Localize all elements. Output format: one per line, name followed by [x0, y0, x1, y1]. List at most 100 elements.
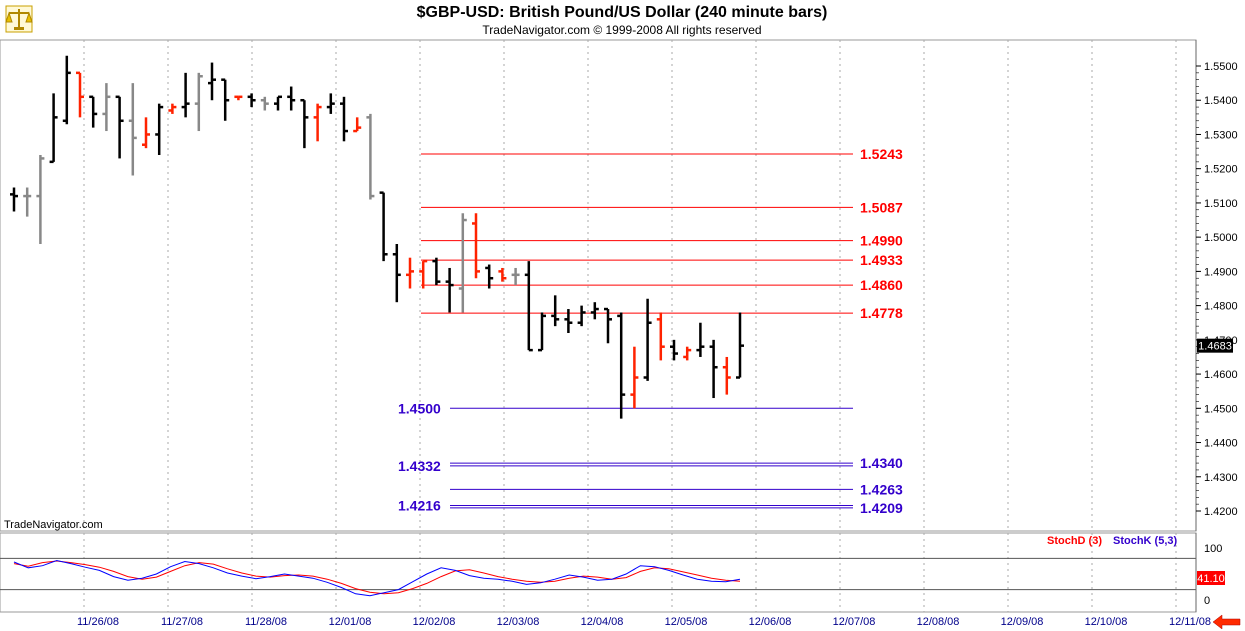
- ohlc-bar: [524, 261, 533, 352]
- chart-subtitle: TradeNavigator.com © 1999-2008 All right…: [482, 23, 761, 37]
- stochastic-axis: 100 0: [1195, 533, 1222, 612]
- ohlc-bar: [656, 312, 665, 361]
- ohlc-bar: [221, 78, 230, 121]
- stoch-tick-label: 0: [1204, 595, 1210, 607]
- stoch-tick-label: 100: [1204, 543, 1222, 555]
- ohlc-bar: [577, 305, 586, 327]
- ohlc-bar: [300, 98, 309, 149]
- x-tick-label: 12/02/08: [413, 616, 456, 628]
- x-tick-label: 11/28/08: [245, 616, 287, 628]
- ohlc-bar: [630, 346, 639, 409]
- y-tick-label: 1.4400: [1204, 438, 1238, 450]
- y-tick-label: 1.4200: [1204, 506, 1238, 518]
- x-tick-label: 11/27/08: [161, 616, 203, 628]
- ohlc-bar: [458, 213, 467, 313]
- svg-text:1.4683: 1.4683: [1198, 341, 1232, 353]
- ohlc-bar: [247, 93, 256, 108]
- x-tick-label: 12/04/08: [581, 616, 624, 628]
- y-tick-label: 1.5500: [1204, 61, 1238, 73]
- ohlc-bar: [709, 339, 718, 399]
- ohlc-bar: [736, 312, 744, 379]
- y-tick-label: 1.4600: [1204, 369, 1238, 381]
- ohlc-bar: [326, 93, 335, 114]
- ohlc-bar: [128, 83, 137, 176]
- stochastic-panel: [0, 532, 1197, 613]
- x-tick-label: 12/06/08: [749, 616, 792, 628]
- ohlc-bar: [472, 213, 480, 279]
- stoch-series-line: [13, 559, 741, 597]
- ohlc-bar: [340, 96, 348, 142]
- ohlc-bar: [142, 117, 150, 149]
- ohlc-bar: [62, 55, 71, 125]
- stoch-last-tag: 41.10: [1197, 571, 1225, 585]
- ohlc-bar: [696, 322, 705, 357]
- ohlc-bar: [194, 72, 203, 132]
- y-tick-label: 1.5100: [1204, 198, 1238, 210]
- legend-stochd: StochD (3): [1047, 535, 1102, 547]
- ohlc-bar: [485, 264, 494, 289]
- y-tick-label: 1.4500: [1204, 403, 1238, 415]
- x-tick-label: 11/26/08: [77, 616, 119, 628]
- ohlc-bar: [498, 267, 507, 282]
- x-tick-label: 12/10/08: [1085, 616, 1128, 628]
- ohlc-bar: [590, 302, 599, 320]
- level-label: 1.4778: [860, 305, 903, 321]
- x-tick-label: 12/01/08: [329, 616, 372, 628]
- ohlc-bar: [36, 155, 45, 244]
- level-label: 1.4500: [398, 400, 441, 416]
- level-label: 1.4340: [860, 455, 903, 471]
- ohlc-bar: [260, 96, 269, 111]
- ohlc-bar: [604, 307, 612, 344]
- y-tick-label: 1.5200: [1204, 164, 1238, 176]
- ohlc-bar: [551, 295, 560, 327]
- left-arrow-icon[interactable]: [1212, 614, 1241, 630]
- stochastic-lines: [13, 559, 741, 597]
- ohlc-bar: [89, 95, 98, 128]
- level-label: 1.4860: [860, 277, 903, 293]
- ohlc-bar: [168, 103, 177, 114]
- svg-text:41.10: 41.10: [1197, 573, 1225, 585]
- ohlc-bar: [564, 309, 573, 333]
- ohlc-bar: [445, 267, 454, 313]
- level-label: 1.5087: [860, 199, 903, 215]
- ohlc-bar: [406, 257, 414, 289]
- x-tick-label: 12/11/08: [1169, 616, 1211, 628]
- level-label: 1.4263: [860, 481, 903, 497]
- ohlc-bar: [379, 191, 388, 262]
- price-axis: 1.5500 1.5400 1.5300 1.5200 1.5100 1.5000 1.49…: [1195, 40, 1238, 531]
- ohlc-bar: [23, 187, 32, 217]
- watermark: TradeNavigator.com: [4, 519, 103, 531]
- level-label: 1.4216: [398, 498, 441, 514]
- ohlc-bar: [102, 83, 111, 132]
- ohlc-bar: [10, 187, 18, 212]
- ohlc-bar: [670, 339, 678, 361]
- y-tick-label: 1.4900: [1204, 266, 1238, 278]
- y-tick-label: 1.4300: [1204, 472, 1238, 484]
- ohlc-bar: [49, 93, 58, 164]
- ohlc-bar: [419, 259, 428, 289]
- ohlc-bar: [208, 62, 216, 101]
- ohlc-bar: [234, 95, 243, 101]
- ohlc-bar: [76, 71, 84, 118]
- last-price-tag: 1.4683: [1197, 338, 1233, 353]
- ohlc-bar: [643, 298, 652, 381]
- stoch-series-line: [13, 560, 741, 595]
- price-bars: [10, 55, 744, 419]
- ohlc-bar: [353, 117, 362, 133]
- ohlc-bar: [313, 103, 322, 142]
- ohlc-bar: [366, 113, 375, 200]
- y-tick-label: 1.5000: [1204, 232, 1238, 244]
- y-tick-label: 1.5300: [1204, 129, 1238, 141]
- ohlc-bar: [722, 356, 731, 395]
- scales-icon[interactable]: [5, 5, 33, 33]
- level-label: 1.4332: [398, 458, 441, 474]
- y-tick-label: 1.4800: [1204, 301, 1238, 313]
- ohlc-bar: [432, 257, 441, 286]
- x-tick-label: 12/07/08: [833, 616, 876, 628]
- ohlc-bar: [511, 267, 520, 286]
- level-label: 1.5243: [860, 146, 903, 162]
- level-label: 1.4990: [860, 233, 903, 249]
- chart-title: $GBP-USD: British Pound/US Dollar (240 m…: [417, 4, 828, 21]
- ohlc-bar: [115, 95, 124, 159]
